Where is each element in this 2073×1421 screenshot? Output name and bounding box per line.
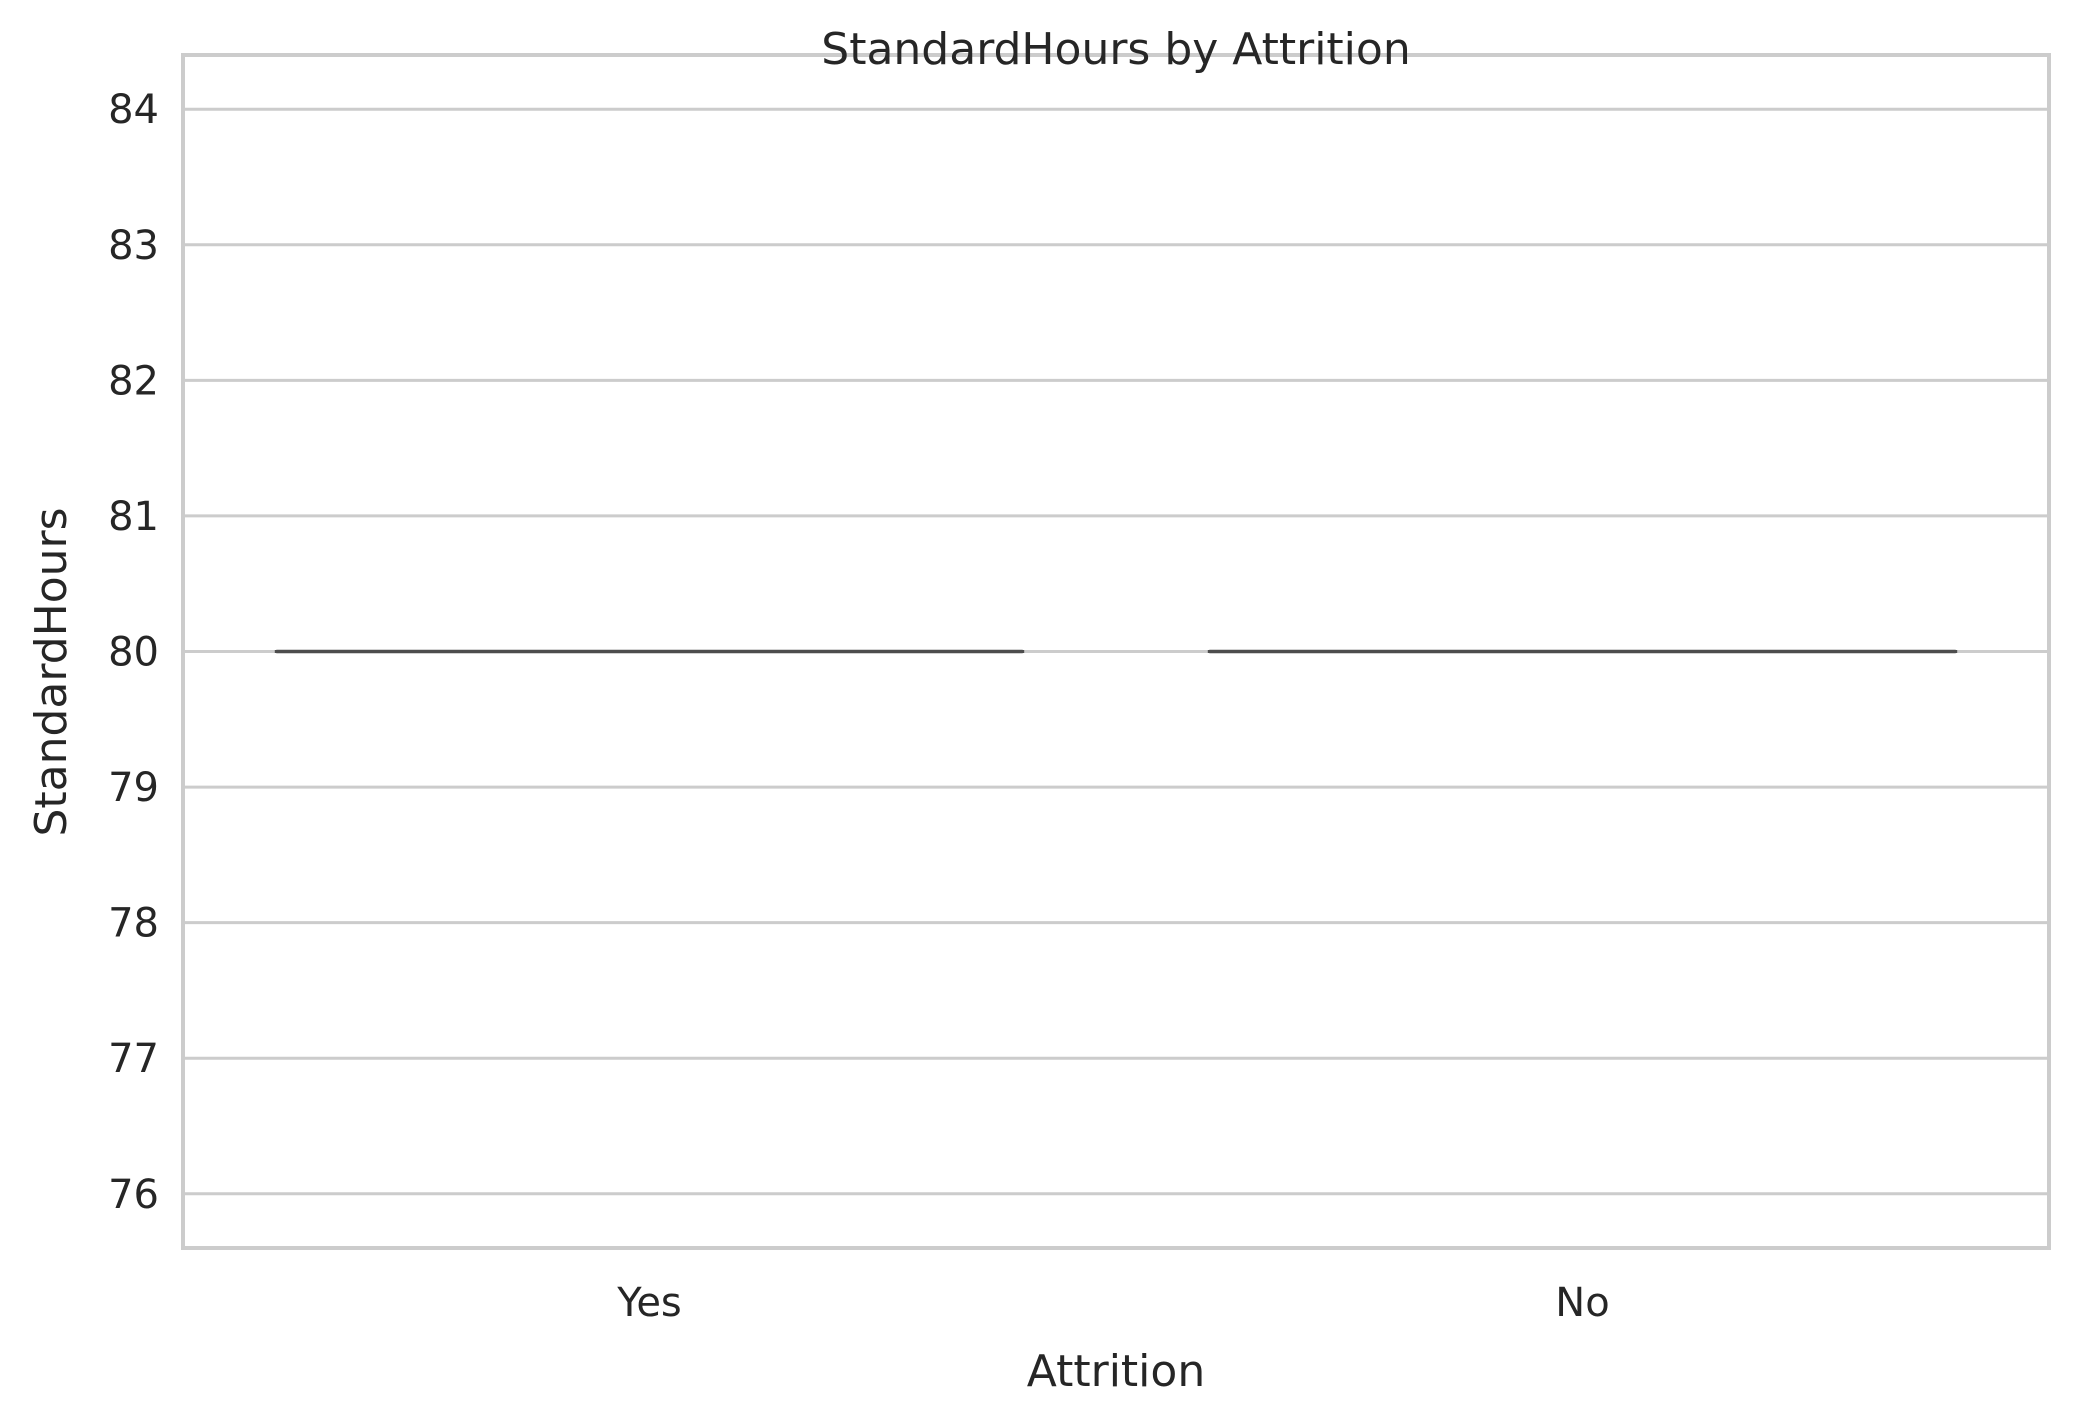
- x-axis-label: Attrition: [1027, 1346, 1205, 1397]
- y-tick-label: 82: [108, 358, 159, 404]
- y-tick-label: 81: [108, 494, 159, 540]
- chart-title: StandardHours by Attrition: [821, 24, 1410, 75]
- y-tick-label: 84: [108, 87, 159, 133]
- y-tick-label: 76: [108, 1172, 159, 1218]
- y-tick-label: 80: [108, 630, 159, 676]
- y-tick-label: 77: [108, 1036, 159, 1082]
- x-tick-label: Yes: [616, 1280, 682, 1326]
- plot-frame: [181, 53, 2051, 1250]
- y-tick-label: 78: [108, 901, 159, 947]
- y-axis-label: StandardHours: [26, 507, 77, 836]
- y-tick-label: 83: [108, 223, 159, 269]
- x-tick-label: No: [1555, 1280, 1609, 1326]
- x-tick-labels: Yes No: [616, 1280, 1609, 1326]
- y-tick-label: 79: [108, 765, 159, 811]
- y-tick-labels: 76 77 78 79 80 81 82 83 84: [108, 87, 159, 1218]
